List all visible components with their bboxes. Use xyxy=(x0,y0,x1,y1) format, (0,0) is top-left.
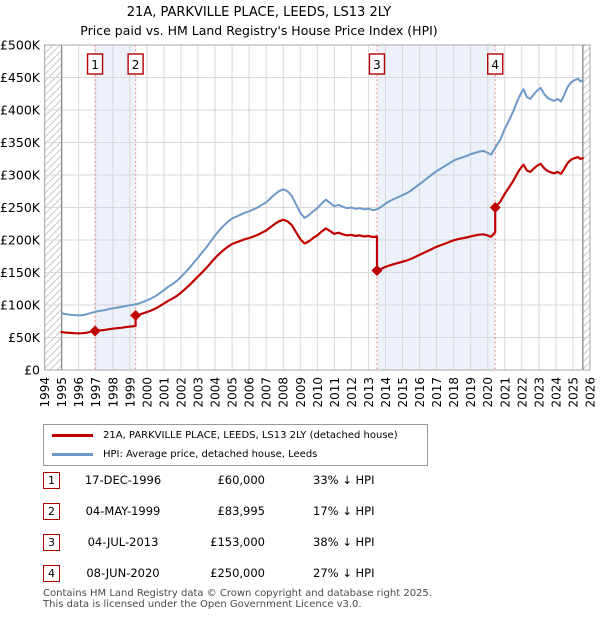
y-axis-tick-label: £400K xyxy=(0,103,41,118)
x-axis-tick-label: 2001 xyxy=(157,377,171,408)
transaction-price: £250,000 xyxy=(210,566,265,580)
sale-marker-diamond xyxy=(89,325,101,337)
transaction-price: £60,000 xyxy=(217,473,265,487)
legend-entry: 21A, PARKVILLE PLACE, LEEDS, LS13 2LY (d… xyxy=(44,426,427,445)
sale-number-box xyxy=(127,53,144,75)
x-axis-tick-label: 2007 xyxy=(260,377,274,408)
x-axis-tick-label: 2025 xyxy=(566,377,580,408)
x-axis-tick-label: 2017 xyxy=(430,377,444,408)
y-axis-tick-label: £0 xyxy=(24,363,40,378)
transaction-vs-hpi: 17% ↓ HPI xyxy=(313,504,375,518)
y-axis-tick-label: £450K xyxy=(0,70,41,85)
x-axis-tick-label: 1997 xyxy=(89,377,103,408)
transaction-vs-hpi: 33% ↓ HPI xyxy=(313,473,375,487)
x-axis-tick-label: 2005 xyxy=(226,377,240,408)
transaction-date: 17-DEC-1996 xyxy=(84,473,162,487)
legend-label: 21A, PARKVILLE PLACE, LEEDS, LS13 2LY (d… xyxy=(103,429,398,441)
x-axis-tick-label: 1999 xyxy=(123,377,137,408)
x-axis-tick-label: 1996 xyxy=(72,377,86,408)
x-axis-tick-label: 2000 xyxy=(140,377,154,408)
x-axis-tick-label: 2022 xyxy=(515,377,529,408)
x-axis-tick-label: 2002 xyxy=(174,377,188,408)
x-axis-tick-label: 2014 xyxy=(379,377,393,408)
transaction-number-box: 4 xyxy=(43,565,60,582)
x-axis-tick-label: 2019 xyxy=(464,377,478,408)
sale-marker-diamond xyxy=(489,202,501,213)
transaction-row: 2 04-MAY-1999 £83,995 17% ↓ HPI xyxy=(43,502,383,533)
transaction-price: £153,000 xyxy=(210,535,265,549)
price-chart: 1 2 3 4 £0 £50K £100K £150K £200K £250K £300K £350K… xyxy=(0,38,598,408)
page-subtitle: Price paid vs. HM Land Registry's House … xyxy=(80,23,438,38)
sale-number-label: 3 xyxy=(373,58,381,72)
chart-legend: 21A, PARKVILLE PLACE, LEEDS, LS13 2LY (d… xyxy=(43,424,428,466)
x-axis-tick-label: 2026 xyxy=(584,377,598,408)
transaction-vs-hpi: 38% ↓ HPI xyxy=(313,535,375,549)
sale-number-box xyxy=(487,53,504,75)
copyright-footer: Contains HM Land Registry data © Crown c… xyxy=(43,588,432,610)
y-axis-tick-label: £350K xyxy=(0,135,41,150)
x-axis-tick-label: 2013 xyxy=(362,377,376,408)
sale-number-box xyxy=(368,53,386,75)
transaction-vs-hpi: 27% ↓ HPI xyxy=(313,566,375,580)
y-axis-tick-label: £500K xyxy=(0,38,41,53)
y-axis-tick-label: £300K xyxy=(0,168,41,183)
property-line-swatch xyxy=(52,433,93,437)
transaction-date: 08-JUN-2020 xyxy=(86,566,160,580)
x-axis-tick-label: 1994 xyxy=(38,377,52,408)
x-axis-tick-label: 2018 xyxy=(447,377,461,408)
y-axis-tick-label: £100K xyxy=(0,298,41,313)
x-axis-tick-label: 2012 xyxy=(345,377,359,408)
legend-entry: HPI: Average price, detached house, Leed… xyxy=(44,445,427,464)
y-axis-tick-label: £150K xyxy=(0,265,41,280)
plot-border xyxy=(44,44,591,371)
x-axis-tick-label: 2015 xyxy=(396,377,410,408)
sale-number-label: 1 xyxy=(91,58,99,72)
x-axis-tick-label: 2024 xyxy=(549,377,563,408)
x-axis-tick-label: 2023 xyxy=(532,377,546,408)
sale-marker-diamond xyxy=(371,265,383,277)
y-axis-tick-label: £50K xyxy=(8,330,41,345)
hpi-line-swatch xyxy=(52,453,93,457)
x-axis-tick-label: 2020 xyxy=(481,377,495,408)
sale-marker-diamond xyxy=(130,309,142,321)
x-axis-tick-label: 2021 xyxy=(498,377,512,408)
x-axis-tick-label: 2004 xyxy=(209,377,223,408)
x-axis-tick-label: 2016 xyxy=(413,377,427,408)
x-axis-tick-label: 1998 xyxy=(106,377,120,408)
y-axis-tick-label: £250K xyxy=(0,200,41,215)
transaction-number-box: 2 xyxy=(43,503,60,520)
property-price-line xyxy=(60,156,584,335)
x-axis-tick-label: 1995 xyxy=(55,377,69,408)
transaction-row: 3 04-JUL-2013 £153,000 38% ↓ HPI xyxy=(43,533,383,564)
transactions-table: 1 17-DEC-1996 £60,000 33% ↓ HPI 2 04-MAY-1999… xyxy=(43,471,383,595)
sale-number-label: 2 xyxy=(132,58,140,72)
x-axis-tick-label: 2008 xyxy=(277,377,291,408)
x-axis-tick-label: 2010 xyxy=(311,377,325,408)
x-axis-tick-label: 2006 xyxy=(243,377,257,408)
legend-label: HPI: Average price, detached house, Leed… xyxy=(103,449,318,461)
x-axis-tick-label: 2003 xyxy=(191,377,205,408)
transaction-number-box: 1 xyxy=(43,472,60,489)
x-axis-tick-label: 2011 xyxy=(328,377,342,408)
transaction-number-box: 3 xyxy=(43,534,60,551)
transaction-price: £83,995 xyxy=(217,504,265,518)
x-axis-tick-label: 2009 xyxy=(294,377,308,408)
transaction-date: 04-MAY-1999 xyxy=(85,504,161,518)
page-title: 21A, PARKVILLE PLACE, LEEDS, LS13 2LY xyxy=(126,5,392,20)
sale-number-label: 4 xyxy=(491,58,499,72)
sale-number-box xyxy=(86,53,104,75)
footer-line-2: This data is licensed under the Open Gov… xyxy=(43,599,362,610)
footer-line-1: Contains HM Land Registry data © Crown c… xyxy=(43,588,432,599)
transaction-row: 1 17-DEC-1996 £60,000 33% ↓ HPI xyxy=(43,471,383,502)
transaction-row: 4 08-JUN-2020 £250,000 27% ↓ HPI xyxy=(43,564,383,595)
transaction-date: 04-JUL-2013 xyxy=(87,535,159,549)
hpi-line xyxy=(60,77,584,317)
y-axis-tick-label: £200K xyxy=(0,233,41,248)
